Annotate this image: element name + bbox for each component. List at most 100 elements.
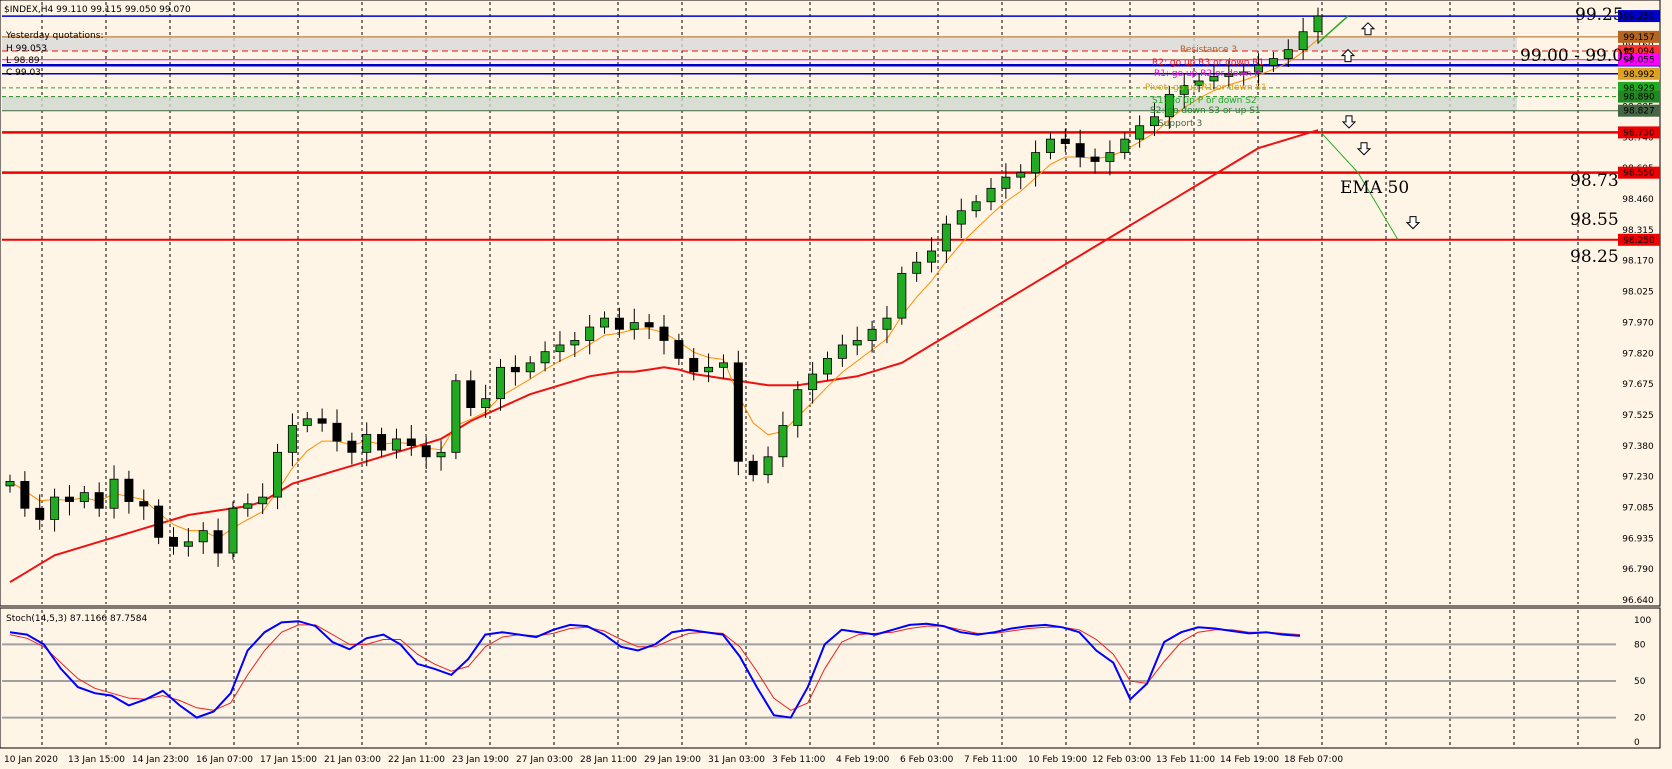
candle-bull	[1239, 71, 1249, 75]
candle-bull	[436, 451, 446, 458]
support-zone	[2, 96, 1517, 111]
candle-bull	[941, 223, 951, 252]
candle-bull	[600, 317, 610, 328]
candle-bull	[1254, 64, 1264, 73]
price-tick: 96.790	[1622, 565, 1654, 575]
symbol-label: $INDEX,H4 99.110 99.115 99.050 99.070	[4, 5, 191, 15]
candle-bear	[317, 418, 327, 424]
time-label: 28 Jan 11:00	[580, 755, 637, 765]
candle-bull	[198, 530, 208, 543]
candle-bull	[258, 496, 268, 505]
projection-down	[1320, 132, 1399, 241]
time-label: 21 Jan 03:00	[324, 755, 381, 765]
arrow-down-icon	[1341, 115, 1357, 129]
time-label: 10 Jan 2020	[4, 755, 58, 765]
candle-bull	[1105, 152, 1115, 162]
level-lines	[2, 15, 1660, 241]
candle-bull	[391, 438, 401, 451]
candle-bull	[287, 425, 297, 453]
ema-label: EMA 50	[1340, 178, 1409, 198]
yesterday-high: H 99.053	[6, 44, 47, 54]
arrows	[1340, 22, 1421, 230]
candle-bull	[823, 357, 832, 375]
candle-bear	[377, 434, 387, 451]
stoch-tick: 100	[1634, 616, 1651, 626]
annotation-9873: 98.73	[1570, 171, 1619, 191]
candle-bull	[1135, 125, 1145, 140]
candle-bear	[733, 362, 743, 462]
price-badge-label: 98.890	[1623, 93, 1655, 103]
price-badge-label: 99.157	[1623, 33, 1655, 43]
stoch-pane[interactable]	[0, 607, 1661, 749]
candle-bear	[748, 460, 758, 476]
candle-bull	[718, 362, 728, 368]
candle-bear	[406, 438, 416, 447]
time-label: 22 Jan 11:00	[388, 755, 445, 765]
candle-bear	[35, 507, 45, 520]
yesterday-title: Yesterday quotations:	[5, 31, 103, 41]
price-badge	[1618, 104, 1660, 117]
ema50-line	[9, 129, 1319, 583]
candle-bull	[1120, 138, 1130, 153]
time-label: 29 Jan 19:00	[644, 755, 701, 765]
arrow-down-icon	[1405, 216, 1421, 230]
candle-bear	[332, 422, 342, 442]
resistance3-label: Resistance 3	[1180, 45, 1237, 55]
price-badge-label: 99.055	[1623, 56, 1655, 66]
price-badge-label: 98.827	[1623, 107, 1655, 117]
candle-bull	[927, 250, 937, 263]
candle-bull	[1001, 176, 1011, 189]
candle-bull	[1031, 152, 1041, 174]
main-pane[interactable]	[0, 0, 1661, 607]
r2-label: R2: go up R3 or down R1	[1152, 58, 1264, 68]
time-label: 27 Jan 03:00	[516, 755, 573, 765]
price-badge	[1618, 30, 1660, 43]
price-tick: 98.460	[1622, 195, 1654, 205]
price-tick: 98.315	[1622, 226, 1654, 236]
candle-bear	[1090, 156, 1100, 162]
stoch-tick: 0	[1634, 738, 1640, 748]
price-badge-label: 98.550	[1623, 169, 1655, 179]
time-axis: 10 Jan 2020 13 Jan 15:00 14 Jan 23:00 16 Ja…	[4, 755, 1343, 765]
candle-bull	[496, 366, 505, 400]
time-label: 13 Jan 15:00	[68, 755, 125, 765]
candle-bear	[1060, 138, 1070, 144]
price-tick: 97.970	[1622, 318, 1654, 328]
time-label: 7 Feb 11:00	[964, 755, 1018, 765]
annotation-9925: 99.25	[1575, 5, 1624, 25]
candle-bull	[109, 478, 119, 509]
candle-bear	[213, 530, 223, 554]
time-label: 4 Feb 19:00	[836, 755, 890, 765]
price-tick: 97.085	[1622, 503, 1654, 513]
candle-bull	[585, 326, 595, 341]
price-badge	[1618, 53, 1660, 66]
candle-bull	[1150, 116, 1159, 127]
candle-bull	[1224, 73, 1234, 77]
candle-bull	[481, 398, 491, 408]
candles	[5, 7, 1323, 567]
stoch-tick: 20	[1634, 714, 1646, 724]
candle-bull	[1179, 85, 1189, 95]
candle-bull	[5, 481, 15, 487]
price-badge-label: 98.992	[1623, 70, 1655, 80]
candle-bear	[510, 366, 520, 373]
candle-bull	[540, 351, 550, 364]
candle-bull	[971, 201, 981, 212]
price-badge	[1618, 90, 1660, 103]
candle-bull	[555, 344, 565, 353]
candle-bear	[169, 536, 178, 547]
candle-bull	[852, 340, 862, 346]
price-badge	[1618, 126, 1660, 139]
arrow-down-icon	[1356, 142, 1372, 156]
annotation-9855: 98.55	[1570, 210, 1619, 230]
pivot-label: Pivot: go up R1 or down S1	[1145, 83, 1267, 93]
price-badge-label: 98.730	[1623, 128, 1655, 138]
stoch-main-line	[9, 620, 1301, 719]
candle-bear	[139, 501, 149, 507]
s1-label: S1: go up P or down S2	[1152, 96, 1257, 106]
candle-bull	[793, 389, 803, 426]
price-tick: 96.640	[1622, 596, 1654, 606]
candle-bull	[763, 456, 773, 476]
